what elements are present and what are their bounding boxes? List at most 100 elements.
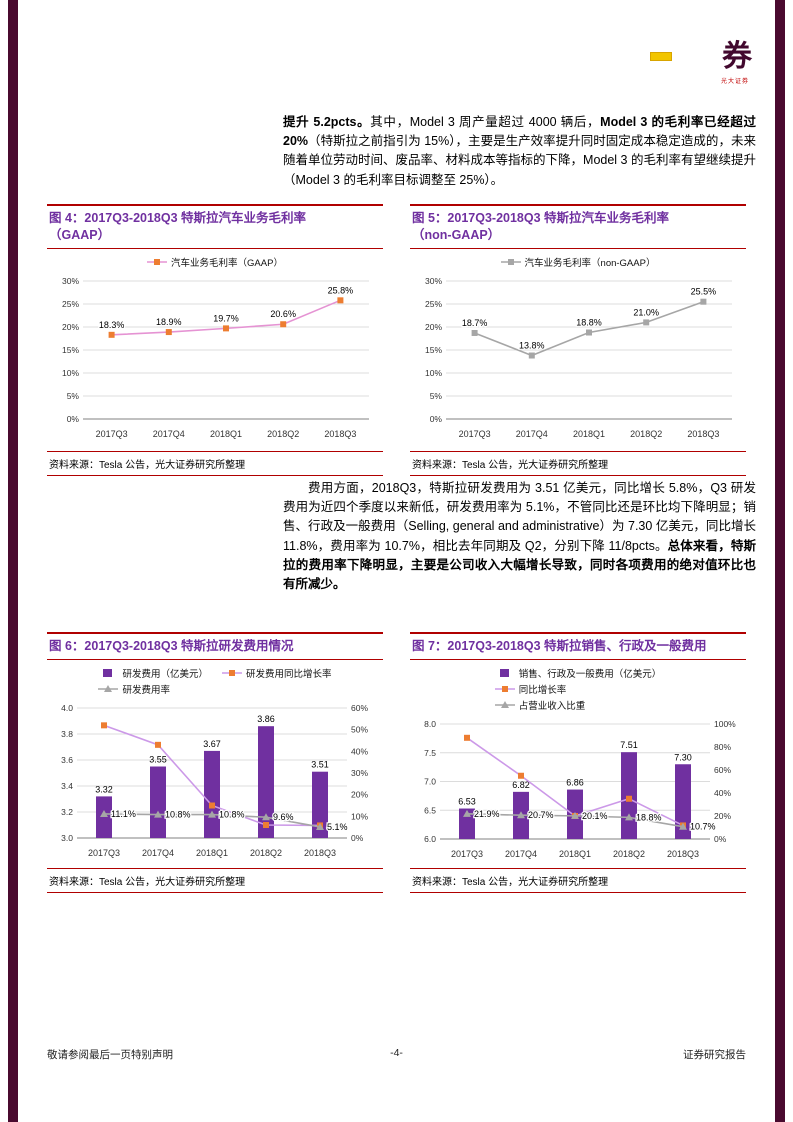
svg-text:18.9%: 18.9% — [156, 317, 182, 327]
svg-text:30%: 30% — [62, 276, 79, 286]
svg-text:2018Q2: 2018Q2 — [630, 429, 662, 439]
svg-text:0%: 0% — [351, 833, 364, 843]
bar-swatch-icon — [103, 669, 113, 677]
svg-text:21.0%: 21.0% — [633, 307, 659, 317]
svg-text:7.0: 7.0 — [424, 777, 436, 787]
svg-text:3.6: 3.6 — [61, 755, 73, 765]
legend-item: 研发费用同比增长率 — [222, 666, 332, 680]
svg-text:2018Q3: 2018Q3 — [667, 849, 699, 859]
svg-text:2018Q2: 2018Q2 — [613, 849, 645, 859]
svg-text:9.6%: 9.6% — [273, 812, 294, 822]
svg-text:20.6%: 20.6% — [270, 309, 296, 319]
svg-text:80%: 80% — [714, 742, 731, 752]
legend-item: 研发费用率 — [98, 682, 170, 696]
svg-text:5%: 5% — [67, 391, 80, 401]
svg-text:25.5%: 25.5% — [691, 287, 717, 297]
legend-label: 同比增长率 — [518, 685, 567, 696]
figure-5-legend: 汽车业务毛利率（non-GAAP） — [410, 249, 746, 269]
square-marker-icon — [147, 259, 168, 265]
svg-text:7.51: 7.51 — [620, 740, 638, 750]
svg-text:6.53: 6.53 — [458, 797, 476, 807]
figure-5-chart: 汽车业务毛利率（non-GAAP） 0% 5% 10% 15% 20% 25% 30% 201… — [410, 249, 746, 451]
brand-logo: 券 光大证券 — [648, 40, 763, 88]
legend-label: 汽车业务毛利率（non-GAAP） — [524, 258, 656, 269]
svg-text:21.9%: 21.9% — [474, 809, 500, 819]
figure-7-legend: 销售、行政及一般费用（亿美元） 同比增长率占营业收入比重 — [410, 660, 746, 712]
figure-4-plot: 0% 5% 10% 15% 20% 25% 30% 2017Q3 2017Q4 2018Q1 201… — [62, 276, 369, 439]
footer-disclaimer: 敬请参阅最后一页特别声明 — [47, 1049, 173, 1061]
svg-text:2018Q1: 2018Q1 — [210, 429, 242, 439]
figure-7-source: 资料来源：Tesla 公告，光大证券研究所整理 — [410, 868, 746, 893]
svg-text:18.7%: 18.7% — [462, 318, 488, 328]
svg-text:20.7%: 20.7% — [528, 810, 554, 820]
bar-swatch-icon — [499, 669, 509, 677]
svg-text:13.8%: 13.8% — [519, 341, 545, 351]
svg-text:3.51: 3.51 — [311, 760, 329, 770]
svg-text:5%: 5% — [430, 391, 443, 401]
svg-text:25%: 25% — [62, 299, 79, 309]
svg-text:2018Q1: 2018Q1 — [559, 849, 591, 859]
svg-text:50%: 50% — [351, 725, 368, 735]
svg-text:7.30: 7.30 — [674, 752, 692, 762]
legend-label: 占营业收入比重 — [518, 701, 586, 712]
figure-6-title: 图 6：2017Q3-2018Q3 特斯拉研发费用情况 — [47, 632, 383, 660]
paragraph-model3-margin: 提升 5.2pcts。其中，Model 3 周产量超过 4000 辆后，Mode… — [283, 115, 756, 187]
svg-text:25%: 25% — [425, 299, 442, 309]
svg-text:15%: 15% — [62, 345, 79, 355]
legend-item: 销售、行政及一般费用（亿美元） — [495, 666, 662, 680]
svg-text:18.3%: 18.3% — [99, 320, 125, 330]
figure-6-plot: 3.0 3.2 3.4 3.6 3.8 4.0 0% 10% 20% 30% 40% 50% 60% 20… — [61, 703, 368, 858]
triangle-marker-icon — [98, 685, 119, 692]
figure-4-legend: 汽车业务毛利率（GAAP） — [47, 249, 383, 269]
svg-text:8.0: 8.0 — [424, 719, 436, 729]
svg-text:2018Q1: 2018Q1 — [196, 848, 228, 858]
svg-text:6.0: 6.0 — [424, 834, 436, 844]
svg-text:10%: 10% — [351, 811, 368, 821]
svg-text:6.5: 6.5 — [424, 805, 436, 815]
legend-item: 占营业收入比重 — [494, 698, 586, 712]
svg-text:2017Q4: 2017Q4 — [153, 429, 185, 439]
figure-6-source: 资料来源：Tesla 公告，光大证券研究所整理 — [47, 868, 383, 893]
figure-6-legend: 研发费用（亿美元） 研发费用同比增长率 研发费用率 — [47, 660, 383, 696]
svg-text:2017Q3: 2017Q3 — [459, 429, 491, 439]
figure-7-title: 图 7：2017Q3-2018Q3 特斯拉销售、行政及一般费用 — [410, 632, 746, 660]
svg-text:25.8%: 25.8% — [328, 285, 354, 295]
svg-text:15%: 15% — [425, 345, 442, 355]
svg-text:40%: 40% — [351, 746, 368, 756]
svg-text:2018Q3: 2018Q3 — [304, 848, 336, 858]
brand-caption: 光大证券 — [721, 79, 750, 85]
svg-text:0%: 0% — [67, 414, 80, 424]
svg-text:3.86: 3.86 — [257, 714, 275, 724]
legend-label: 汽车业务毛利率（GAAP） — [171, 258, 283, 269]
svg-text:19.7%: 19.7% — [213, 313, 239, 323]
brand-mark-icon — [650, 52, 672, 61]
svg-text:40%: 40% — [714, 788, 731, 798]
svg-text:10.8%: 10.8% — [219, 810, 245, 820]
figure-7-plot: 6.0 6.5 7.0 7.5 8.0 0% 20% 40% 60% 80% 100% 2017Q3 2… — [424, 719, 736, 859]
svg-text:2017Q3: 2017Q3 — [451, 849, 483, 859]
svg-text:3.4: 3.4 — [61, 781, 73, 791]
page-footer: 敬请参阅最后一页特别声明 -4- 证券研究报告 — [0, 1047, 793, 1063]
legend-label: 销售、行政及一般费用（亿美元） — [518, 669, 662, 680]
svg-text:3.0: 3.0 — [61, 833, 73, 843]
svg-text:100%: 100% — [714, 719, 736, 729]
svg-text:2017Q4: 2017Q4 — [505, 849, 537, 859]
legend-item: 汽车业务毛利率（GAAP） — [147, 255, 283, 269]
svg-text:3.55: 3.55 — [149, 755, 167, 765]
square-marker-icon — [222, 670, 242, 676]
svg-text:6.82: 6.82 — [512, 780, 530, 790]
svg-text:20.1%: 20.1% — [582, 811, 608, 821]
svg-text:20%: 20% — [62, 322, 79, 332]
svg-text:2017Q3: 2017Q3 — [96, 429, 128, 439]
svg-text:18.8%: 18.8% — [636, 812, 662, 822]
figure-6-chart: 研发费用（亿美元） 研发费用同比增长率 研发费用率 3.0 3.2 3.4 3.6 3.8 4… — [47, 660, 383, 868]
page-border-right — [775, 0, 785, 1122]
svg-text:60%: 60% — [714, 765, 731, 775]
legend-item: 同比增长率 — [494, 682, 567, 696]
figure-6: 图 6：2017Q3-2018Q3 特斯拉研发费用情况 研发费用（亿美元） 研发费… — [47, 632, 383, 893]
figure-5-plot: 0% 5% 10% 15% 20% 25% 30% 2017Q3 2017Q4 2018Q1 201… — [425, 276, 732, 439]
svg-text:5.1%: 5.1% — [327, 822, 348, 832]
paragraph-expenses: 费用方面，2018Q3，特斯拉研发费用为 3.51 亿美元，同比增长 5.8%，… — [283, 481, 756, 592]
figure-4: 图 4：2017Q3-2018Q3 特斯拉汽车业务毛利率 （GAAP） 汽车业务… — [47, 204, 383, 476]
svg-text:7.5: 7.5 — [424, 748, 436, 758]
